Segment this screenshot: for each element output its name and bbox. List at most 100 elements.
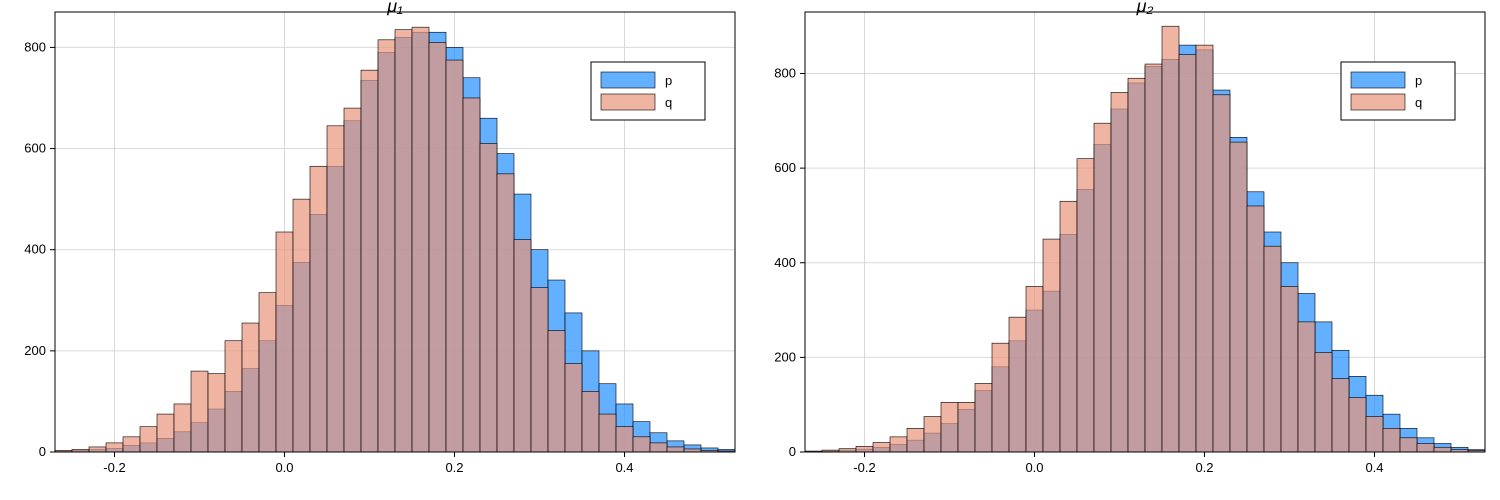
ytick-label: 600: [774, 160, 796, 175]
bar: [1213, 95, 1230, 452]
xtick-label: 0.0: [275, 460, 293, 475]
bar: [633, 437, 650, 452]
bar: [856, 446, 873, 452]
bar: [140, 427, 157, 452]
bar: [941, 402, 958, 452]
bar: [1400, 438, 1417, 452]
bar: [667, 447, 684, 452]
bar: [616, 427, 633, 452]
bar: [106, 443, 123, 452]
bar: [514, 240, 531, 452]
bar: [1077, 159, 1094, 452]
xtick-label: 0.0: [1025, 460, 1043, 475]
bar: [1332, 379, 1349, 452]
ytick-label: 800: [24, 39, 46, 54]
xtick-label: 0.2: [1195, 460, 1213, 475]
bar: [225, 341, 242, 452]
bar: [1145, 64, 1162, 452]
ytick-label: 600: [24, 141, 46, 156]
bar: [310, 166, 327, 452]
chart-row: 0200400600800-0.20.00.20.4μ₁pq 020040060…: [0, 0, 1500, 500]
bar: [1315, 353, 1332, 452]
bar: [1247, 206, 1264, 452]
panel-title: μ₂: [1136, 0, 1154, 16]
ytick-label: 400: [24, 242, 46, 257]
ytick-label: 200: [774, 349, 796, 364]
bar: [242, 323, 259, 452]
bar: [958, 402, 975, 452]
bar: [123, 437, 140, 452]
legend-swatch-p: [1351, 72, 1405, 88]
bar: [191, 371, 208, 452]
bar: [480, 143, 497, 452]
bar: [1349, 398, 1366, 452]
bar: [276, 232, 293, 452]
legend-box: [1341, 62, 1455, 120]
legend-label: p: [1415, 73, 1422, 88]
ytick-label: 200: [24, 343, 46, 358]
legend-label: q: [1415, 95, 1422, 110]
bar: [531, 288, 548, 452]
bar: [1366, 417, 1383, 452]
bar: [1434, 447, 1451, 452]
bar: [89, 447, 106, 452]
panel-mu1: 0200400600800-0.20.00.20.4μ₁pq: [0, 0, 750, 500]
bar: [565, 363, 582, 452]
bar: [1111, 92, 1128, 452]
xtick-label: 0.4: [1365, 460, 1383, 475]
panel-title: μ₁: [386, 0, 403, 16]
ytick-label: 0: [789, 444, 796, 459]
bar: [446, 60, 463, 452]
bar: [174, 404, 191, 452]
bar: [1264, 246, 1281, 452]
bar: [650, 443, 667, 452]
xtick-label: 0.4: [615, 460, 633, 475]
legend-box: [591, 62, 705, 120]
bar: [378, 40, 395, 452]
bar: [1196, 45, 1213, 452]
bar: [361, 70, 378, 452]
bar: [1298, 322, 1315, 452]
bar: [890, 437, 907, 452]
legend-swatch-q: [1351, 94, 1405, 110]
histogram-mu1: 0200400600800-0.20.00.20.4μ₁pq: [0, 0, 750, 500]
bar: [924, 417, 941, 452]
bar: [1230, 142, 1247, 452]
bar: [327, 126, 344, 452]
bar: [1179, 55, 1196, 452]
bar: [1383, 428, 1400, 452]
bar: [157, 414, 174, 452]
legend-swatch-p: [601, 72, 655, 88]
bar: [1128, 78, 1145, 452]
xtick-label: -0.2: [103, 460, 125, 475]
ytick-label: 800: [774, 66, 796, 81]
bar: [259, 293, 276, 452]
panel-mu2: 0 200 400 600 800 -0.2 0.0 0.2 0.4 μ₂ pq: [750, 0, 1500, 500]
xtick-label: -0.2: [853, 460, 875, 475]
bar: [1417, 443, 1434, 452]
bar: [497, 174, 514, 452]
bar: [907, 428, 924, 452]
bar: [429, 42, 446, 452]
bar: [582, 391, 599, 452]
bar: [548, 331, 565, 452]
bar: [1281, 286, 1298, 452]
bar: [1162, 26, 1179, 452]
bar: [208, 374, 225, 452]
legend-swatch-q: [601, 94, 655, 110]
bar: [873, 443, 890, 452]
bar: [1094, 123, 1111, 452]
bar: [992, 343, 1009, 452]
bar: [463, 98, 480, 452]
bar: [412, 27, 429, 452]
bar: [975, 383, 992, 452]
bar: [1009, 317, 1026, 452]
bar: [395, 30, 412, 452]
legend-label: q: [665, 95, 672, 110]
xtick-label: 0.2: [445, 460, 463, 475]
ytick-label: 400: [774, 255, 796, 270]
bar: [344, 108, 361, 452]
histogram-mu2: 0 200 400 600 800 -0.2 0.0 0.2 0.4 μ₂ pq: [750, 0, 1500, 500]
bar: [599, 414, 616, 452]
bar: [293, 199, 310, 452]
